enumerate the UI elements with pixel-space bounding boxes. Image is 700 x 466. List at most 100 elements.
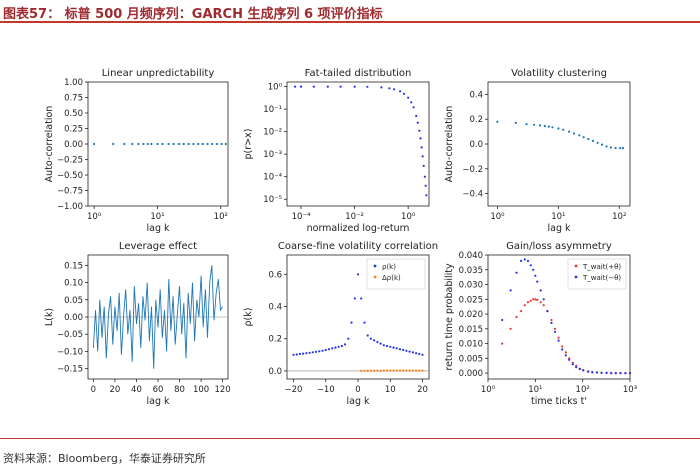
chart6-y-tick-label: 0.010 — [459, 340, 483, 350]
chart6-data-point — [536, 298, 539, 301]
chart1-data-point — [146, 142, 149, 146]
chart6-data-point — [553, 330, 557, 333]
chart5-data-point — [402, 348, 405, 352]
chart6-data-point — [509, 289, 512, 292]
chart2-title: Fat-tailed distribution — [305, 68, 412, 79]
chart6-data-point — [532, 268, 535, 271]
chart5-data-point — [321, 349, 324, 352]
chart6-data-point — [557, 339, 560, 342]
chart5-data-point — [318, 350, 321, 353]
chart6-data-point — [550, 318, 553, 322]
chart6-y-tick-label: 0.040 — [459, 251, 483, 261]
chart5-x-axis-label: lag k — [346, 396, 370, 407]
chart3-data-point — [609, 146, 613, 149]
chart1-y-tick-label: 1.00 — [64, 78, 83, 88]
chart3-data-point — [582, 136, 585, 139]
chart2-y-tick-label: 10⁻⁵ — [263, 195, 282, 205]
chart6-title: Gain/loss asymmetry — [506, 241, 612, 252]
chart6-data-point — [526, 259, 530, 262]
chart6-x-tick-label: 10² — [576, 385, 590, 395]
chart6-data-point — [600, 371, 603, 374]
chart5-data-point — [350, 321, 353, 324]
chart6-y-tick-label: 0.030 — [459, 281, 483, 291]
chart5-legend-label: Δρ(k) — [382, 274, 401, 282]
chart5-data-point — [360, 369, 363, 372]
chart3-data-point — [587, 137, 590, 141]
chart5-data-point — [421, 369, 424, 372]
chart5-x-tick-label: −10 — [317, 385, 335, 395]
chart5-legend-marker — [373, 264, 377, 268]
chart6-data-point — [520, 310, 523, 313]
chart2-data-point — [388, 87, 391, 90]
chart6-legend-box — [567, 258, 627, 290]
figure-footer: 资料来源：Bloomberg，华泰证券研究所 — [0, 438, 700, 466]
chart6-data-point — [619, 372, 622, 375]
chart3-data-point — [543, 124, 546, 128]
chart2-data-point — [399, 90, 402, 93]
chart2-data-point — [380, 86, 383, 89]
chart5-data-point — [363, 369, 366, 372]
chart6-data-point — [529, 264, 532, 267]
chart5-data-point — [369, 369, 372, 372]
chart6-x-axis-label: time ticks t' — [531, 396, 587, 407]
chart5-data-point — [415, 352, 418, 355]
chart1-y-tick-label: 0.50 — [64, 109, 83, 119]
chart5-data-point — [385, 344, 389, 348]
chart6-data-point — [501, 318, 504, 322]
chart5-data-point — [295, 353, 298, 356]
chart2-data-point — [339, 85, 342, 88]
chart6-x-tick-label: 10¹ — [528, 385, 542, 395]
chart1-y-tick-label: −1.00 — [57, 202, 83, 212]
chart4-y-tick-label: 0.05 — [64, 296, 83, 306]
chart1-y-tick-label: 0.00 — [64, 140, 83, 150]
chart2-y-tick-label: 10⁻³ — [263, 150, 282, 160]
chart6-data-point — [624, 372, 627, 375]
chart5-data-point — [389, 369, 392, 372]
chart6-data-point — [587, 370, 590, 373]
chart4-series-line — [92, 265, 223, 369]
chart6-data-point — [564, 351, 567, 354]
chart1-x-tick-label: 10⁰ — [87, 212, 102, 222]
chart5-data-point — [353, 297, 356, 300]
chart5-data-point — [418, 369, 421, 372]
chart2-data-point — [410, 101, 413, 104]
chart4-x-tick-label: 20 — [110, 385, 121, 395]
chart6-data-point — [614, 372, 617, 375]
chart2-y-tick-label: 10⁻² — [263, 128, 282, 138]
chart3-data-point — [533, 123, 536, 126]
chart4-x-axis-label: lag k — [146, 396, 170, 407]
chart6-y-axis-label: return time probability — [444, 263, 455, 371]
chart3-y-tick-label: −0.2 — [462, 165, 483, 175]
chart6-data-point — [550, 321, 553, 324]
chart3-data-point — [572, 132, 576, 135]
chart6-y-tick-label: 0.020 — [459, 310, 483, 320]
chart5-data-point — [363, 321, 366, 324]
chart5-data-point — [305, 352, 308, 355]
chart6-data-point — [605, 371, 608, 374]
chart6-data-point — [561, 345, 564, 348]
chart3-data-point — [538, 124, 542, 127]
chart1-title: Linear unpredictability — [102, 68, 215, 79]
chart5-y-axis-label: ρ(k) — [243, 308, 254, 327]
chart6-y-tick-label: 0.000 — [459, 369, 483, 379]
chart5-data-point — [392, 346, 395, 349]
chart5-data-point — [360, 297, 363, 300]
chart4-x-tick-label: 80 — [174, 385, 185, 395]
chart1-data-point — [215, 142, 219, 146]
chart1-data-point — [150, 142, 153, 146]
chart3-data-point — [578, 134, 581, 137]
chart6-data-point — [509, 327, 512, 330]
chart1-data-point — [167, 142, 170, 146]
chart6-data-point — [542, 304, 545, 307]
chart2-data-point — [366, 85, 369, 88]
chart5-data-point — [385, 369, 389, 372]
chart5-data-point — [395, 369, 398, 372]
chart6-data-point — [523, 304, 526, 307]
chart1-data-point — [206, 142, 209, 146]
chart2-data-point — [422, 164, 425, 167]
chart3-data-point — [596, 141, 599, 144]
chart5-data-point — [421, 353, 424, 356]
chart4-y-tick-label: −0.10 — [57, 347, 83, 357]
chart2-data-point — [423, 175, 426, 178]
